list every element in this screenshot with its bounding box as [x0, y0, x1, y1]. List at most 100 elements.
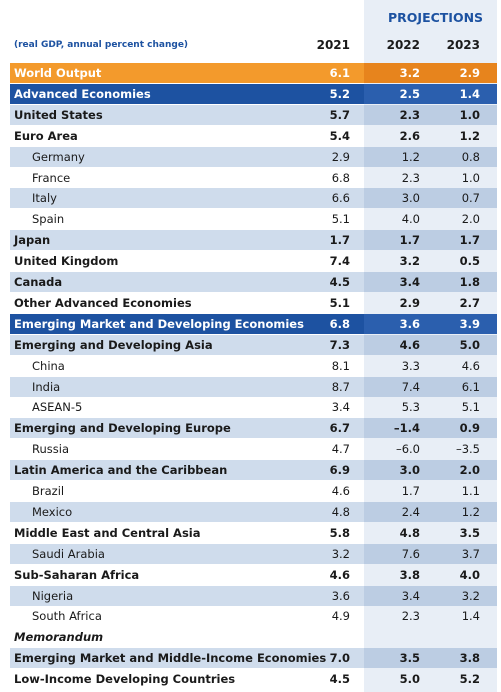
value-cell: 3.5 [459, 525, 480, 540]
value-cell: 3.4 [331, 400, 350, 415]
value-cell: 3.9 [459, 316, 480, 331]
value-cell: 5.7 [329, 107, 350, 122]
value-cell: 5.1 [329, 295, 350, 310]
projection-cell-bg [364, 272, 497, 292]
projection-cell-bg [364, 230, 497, 251]
value-cell: 1.0 [461, 170, 480, 185]
value-cell: 5.0 [459, 337, 480, 352]
projection-cell-bg [364, 481, 497, 501]
table-row: Saudi Arabia 3.2 7.6 3.7 [10, 543, 497, 564]
projection-cell-bg [364, 251, 497, 272]
value-cell: 7.4 [329, 254, 350, 269]
value-cell: 5.1 [331, 212, 350, 227]
projection-cell-bg [364, 501, 497, 522]
row-label: United States [14, 107, 103, 122]
table-row: Middle East and Central Asia 5.8 4.8 3.5 [10, 522, 497, 543]
value-cell: 2.3 [401, 170, 420, 185]
value-cell: 3.8 [459, 651, 480, 666]
value-cell: 7.6 [401, 546, 420, 561]
value-cell: 6.8 [331, 170, 350, 185]
row-label: Nigeria [32, 588, 74, 603]
table-row: India 8.7 7.4 6.1 [10, 376, 497, 397]
value-cell: 0.9 [459, 421, 480, 436]
value-cell: 4.8 [399, 525, 420, 540]
value-cell: 1.7 [399, 233, 420, 248]
value-cell: 4.0 [401, 212, 420, 227]
projection-cell-bg [364, 355, 497, 376]
row-label: Latin America and the Caribbean [14, 463, 228, 478]
value-cell: 1.2 [401, 149, 420, 164]
projection-cell-bg [364, 292, 497, 313]
row-label: Russia [32, 442, 69, 457]
projection-cell-bg [364, 167, 497, 188]
row-label: Low-Income Developing Countries [14, 672, 236, 687]
value-cell: 3.2 [399, 254, 420, 269]
table-row: United Kingdom 7.4 3.2 0.5 [10, 251, 497, 272]
projection-cell-bg [364, 606, 497, 627]
projection-cell-bg [364, 648, 497, 669]
value-cell: 2.4 [401, 504, 420, 519]
row-label: World Output [14, 66, 102, 80]
row-label: Emerging Market and Developing Economies [14, 316, 304, 331]
value-cell: 1.8 [459, 275, 480, 289]
value-cell: 3.3 [401, 358, 420, 373]
row-label: Emerging and Developing Asia [14, 337, 213, 352]
table-row: United States 5.7 2.3 1.0 [10, 104, 497, 125]
value-cell: 3.6 [331, 588, 350, 603]
value-cell: 2.3 [401, 609, 420, 624]
value-cell: 4.6 [461, 358, 480, 373]
table-row: Other Advanced Economies 5.1 2.9 2.7 [10, 292, 497, 313]
table-row: Nigeria 3.6 3.4 3.2 [10, 585, 497, 606]
value-cell: 1.2 [461, 504, 480, 519]
row-label: Other Advanced Economies [14, 295, 192, 310]
value-cell: 6.1 [329, 66, 350, 80]
row-label: Emerging Market and Middle-Income Econom… [14, 651, 327, 666]
value-cell: 1.7 [401, 484, 420, 498]
table-row: Advanced Economies 5.2 2.5 1.4 [10, 83, 497, 104]
row-label: Middle East and Central Asia [14, 525, 201, 540]
value-cell: 4.6 [329, 567, 350, 582]
table-row: World Output 6.1 3.2 2.9 [10, 63, 497, 83]
table-row: Russia 4.7 –6.0 –3.5 [10, 439, 497, 460]
table-row: Canada 4.5 3.4 1.8 [10, 272, 497, 292]
value-cell: 1.7 [459, 233, 480, 248]
value-cell: 8.7 [331, 379, 350, 394]
row-label: ASEAN-5 [32, 400, 83, 415]
value-cell: 3.4 [401, 588, 420, 603]
projection-cell-bg [364, 522, 497, 543]
value-cell: 3.8 [399, 567, 420, 582]
subtitle: (real GDP, annual percent change) [14, 40, 189, 50]
projection-cell-bg [364, 669, 497, 690]
value-cell: 3.7 [461, 546, 480, 561]
projection-cell-bg [364, 209, 497, 230]
value-cell: 1.2 [459, 128, 480, 143]
table-row: Brazil 4.6 1.7 1.1 [10, 481, 497, 501]
year-header: 2022 [386, 38, 420, 52]
row-label: China [32, 358, 65, 373]
row-label: South Africa [32, 609, 102, 624]
value-cell: –1.4 [393, 421, 420, 436]
table-row: Euro Area 5.4 2.6 1.2 [10, 125, 497, 146]
value-cell: 0.8 [461, 149, 480, 164]
value-cell: 2.6 [399, 128, 420, 143]
projection-cell-bg [364, 418, 497, 439]
value-cell: 7.0 [329, 651, 350, 666]
value-cell: 8.1 [331, 358, 350, 373]
value-cell: 5.1 [461, 400, 480, 415]
table-row: Japan 1.7 1.7 1.7 [10, 230, 497, 251]
value-cell: 5.0 [399, 672, 420, 687]
value-cell: 5.4 [329, 128, 350, 143]
row-label: Brazil [32, 484, 65, 498]
year-header: 2023 [446, 38, 480, 52]
projection-cell-bg [364, 63, 497, 83]
value-cell: 1.1 [461, 484, 480, 498]
row-label: Japan [14, 233, 51, 248]
value-cell: 3.2 [331, 546, 350, 561]
value-cell: 6.6 [331, 191, 350, 206]
row-label: Emerging and Developing Europe [14, 421, 231, 436]
value-cell: 2.9 [459, 66, 480, 80]
table-row: Emerging and Developing Asia 7.3 4.6 5.0 [10, 334, 497, 355]
row-label: France [32, 170, 71, 185]
value-cell: 6.1 [461, 379, 480, 394]
value-cell: 2.3 [399, 107, 420, 122]
